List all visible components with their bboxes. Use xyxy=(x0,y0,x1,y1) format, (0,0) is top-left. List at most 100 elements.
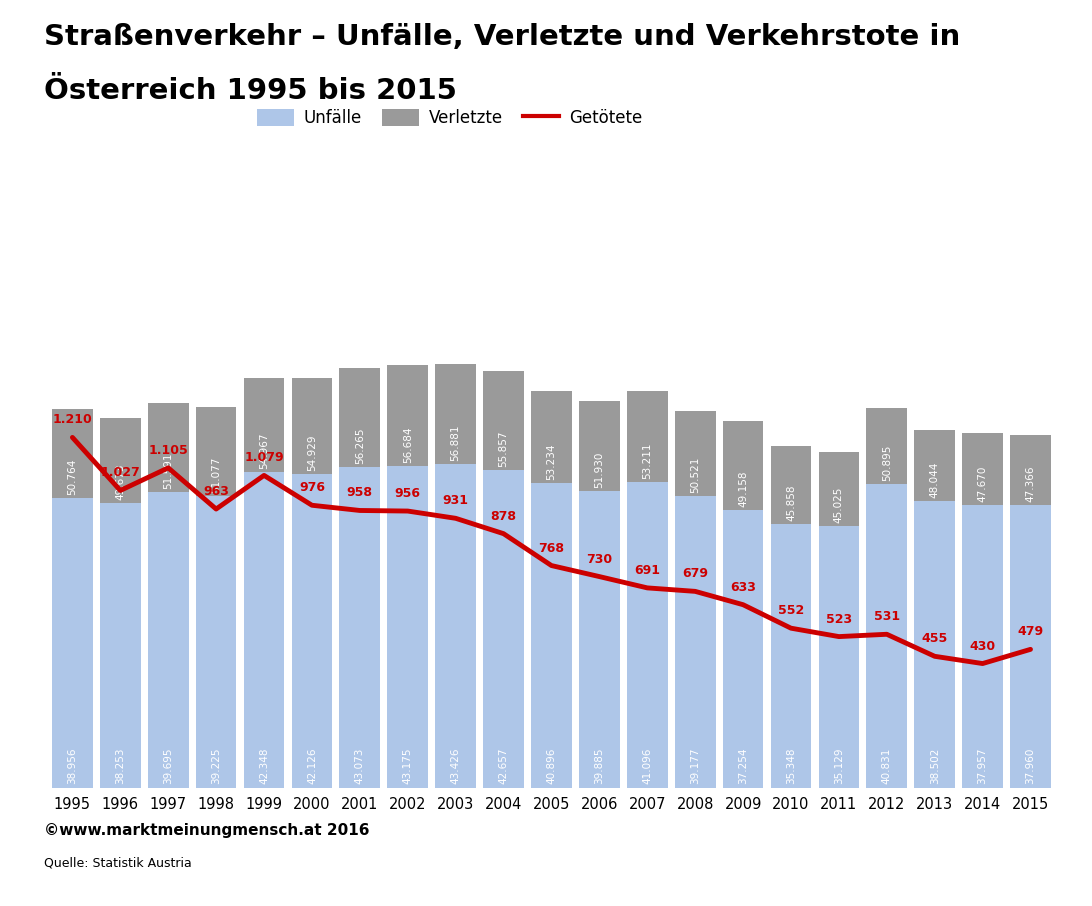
Text: 878: 878 xyxy=(490,510,517,523)
Text: 963: 963 xyxy=(203,485,229,498)
Bar xyxy=(436,464,476,788)
Text: 523: 523 xyxy=(826,612,852,625)
Bar xyxy=(388,466,428,788)
Text: 45.858: 45.858 xyxy=(786,485,796,522)
Text: 39.885: 39.885 xyxy=(594,747,604,784)
Text: 531: 531 xyxy=(874,611,900,623)
Text: 54.967: 54.967 xyxy=(259,433,269,469)
Text: 56.881: 56.881 xyxy=(451,425,461,461)
Legend: Unfälle, Verletzte, Getötete: Unfälle, Verletzte, Getötete xyxy=(257,109,643,127)
Bar xyxy=(147,492,189,788)
Bar xyxy=(195,407,237,788)
Bar xyxy=(1010,435,1051,788)
Text: 37.957: 37.957 xyxy=(977,747,987,784)
Text: 45.025: 45.025 xyxy=(834,487,844,523)
Bar xyxy=(483,371,524,788)
Text: ©www.marktmeinungmensch.at 2016: ©www.marktmeinungmensch.at 2016 xyxy=(44,823,369,838)
Bar xyxy=(100,418,141,788)
Text: 55.857: 55.857 xyxy=(499,430,509,467)
Bar xyxy=(771,525,811,788)
Text: 54.929: 54.929 xyxy=(307,434,317,471)
Bar xyxy=(914,501,956,788)
Text: 1.079: 1.079 xyxy=(245,451,284,465)
Text: 1.105: 1.105 xyxy=(149,444,188,457)
Bar xyxy=(579,491,620,788)
Bar xyxy=(195,496,237,788)
Text: Straßenverkehr – Unfälle, Verletzte und Verkehrstote in: Straßenverkehr – Unfälle, Verletzte und … xyxy=(44,23,960,51)
Text: 958: 958 xyxy=(347,487,372,499)
Text: 39.225: 39.225 xyxy=(211,747,222,784)
Bar xyxy=(244,378,284,788)
Bar xyxy=(819,526,859,788)
Text: 479: 479 xyxy=(1018,625,1044,639)
Text: 37.254: 37.254 xyxy=(738,747,748,784)
Text: 37.960: 37.960 xyxy=(1025,747,1035,784)
Bar xyxy=(531,483,572,788)
Text: 35.348: 35.348 xyxy=(786,747,796,784)
Bar xyxy=(579,400,620,788)
Text: 1.027: 1.027 xyxy=(100,467,140,479)
Bar xyxy=(866,484,907,788)
Bar xyxy=(100,503,141,788)
Bar xyxy=(52,497,93,788)
Bar xyxy=(627,482,667,788)
Bar xyxy=(340,467,380,788)
Text: 51.591: 51.591 xyxy=(163,453,174,489)
Text: 51.077: 51.077 xyxy=(211,457,222,493)
Text: 730: 730 xyxy=(586,553,613,565)
Text: 39.177: 39.177 xyxy=(690,747,700,784)
Text: 53.234: 53.234 xyxy=(546,444,557,480)
Text: 56.684: 56.684 xyxy=(403,427,413,463)
Text: Österreich 1995 bis 2015: Österreich 1995 bis 2015 xyxy=(44,77,456,105)
Text: 56.265: 56.265 xyxy=(355,428,365,464)
Text: 679: 679 xyxy=(682,567,709,581)
Text: 47.366: 47.366 xyxy=(1025,466,1035,502)
Text: 552: 552 xyxy=(778,604,804,617)
Text: Quelle: Statistik Austria: Quelle: Statistik Austria xyxy=(44,857,191,870)
Bar xyxy=(675,496,715,788)
Text: 38.956: 38.956 xyxy=(68,747,78,784)
Bar xyxy=(866,409,907,788)
Text: 49.158: 49.158 xyxy=(738,471,748,507)
Bar xyxy=(914,429,956,788)
Text: 38.502: 38.502 xyxy=(929,747,940,784)
Text: 51.930: 51.930 xyxy=(594,451,604,487)
Text: 35.129: 35.129 xyxy=(834,747,844,784)
Text: 976: 976 xyxy=(299,481,325,495)
Text: 430: 430 xyxy=(970,640,996,652)
Bar xyxy=(292,474,332,788)
Text: 41.096: 41.096 xyxy=(642,747,652,784)
Bar xyxy=(962,505,1002,788)
Bar xyxy=(771,446,811,788)
Bar xyxy=(147,403,189,788)
Text: 43.175: 43.175 xyxy=(403,747,413,784)
Bar xyxy=(292,379,332,788)
Text: 931: 931 xyxy=(442,495,468,507)
Text: 956: 956 xyxy=(394,487,420,500)
Text: 1.210: 1.210 xyxy=(52,413,93,427)
Bar xyxy=(531,391,572,788)
Bar xyxy=(723,510,763,788)
Text: 42.348: 42.348 xyxy=(259,747,269,784)
Text: 455: 455 xyxy=(922,632,948,645)
Bar xyxy=(244,472,284,788)
Bar xyxy=(627,391,667,788)
Text: 42.657: 42.657 xyxy=(499,747,509,784)
Text: 49.673: 49.673 xyxy=(116,463,126,500)
Bar xyxy=(483,470,524,788)
Text: 48.044: 48.044 xyxy=(929,461,940,498)
Text: 50.521: 50.521 xyxy=(690,457,700,493)
Text: 47.670: 47.670 xyxy=(977,466,987,502)
Bar xyxy=(436,364,476,788)
Bar xyxy=(1010,505,1051,788)
Bar xyxy=(388,365,428,788)
Bar xyxy=(340,369,380,788)
Bar xyxy=(962,432,1002,788)
Text: 38.253: 38.253 xyxy=(116,747,126,784)
Text: 633: 633 xyxy=(731,581,756,593)
Text: 39.695: 39.695 xyxy=(163,747,174,784)
Text: 40.831: 40.831 xyxy=(881,747,892,784)
Text: 50.764: 50.764 xyxy=(68,458,78,495)
Text: 43.426: 43.426 xyxy=(451,747,461,784)
Text: 691: 691 xyxy=(634,564,661,577)
